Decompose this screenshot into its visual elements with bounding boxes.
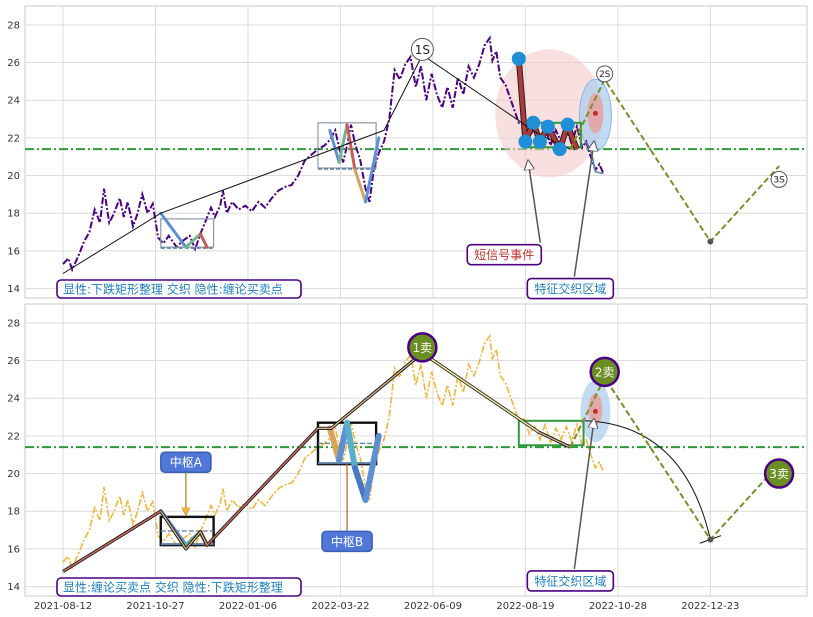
x-tick-label: 2022-06-09 [404, 601, 462, 612]
y-tick-label: 14 [7, 284, 20, 295]
annotation-text: 中枢B [331, 534, 363, 549]
pen-stroke [345, 123, 357, 172]
annotation-arrow [573, 419, 594, 570]
annotation-arrow [573, 142, 594, 277]
x-tick-label: 2022-12-23 [681, 601, 739, 612]
x-tick-label: 2022-10-28 [589, 601, 647, 612]
feature-zone-center [592, 110, 598, 116]
y-tick-label: 22 [7, 431, 20, 442]
annotation-box [526, 277, 615, 300]
x-tick-label: 2022-01-06 [219, 601, 277, 612]
pen-stroke [364, 136, 381, 204]
price-line [62, 35, 605, 273]
signal-dot [532, 134, 547, 149]
signal-dot [560, 117, 575, 132]
feature-zone-center [592, 408, 598, 414]
forecast-line [569, 375, 780, 542]
annotation-text: 特征交织区域 [534, 573, 606, 588]
projection-curve [584, 420, 711, 540]
forecast-bottom-point [707, 536, 714, 543]
y-tick-label: 26 [7, 58, 20, 69]
pen-stroke [337, 123, 349, 164]
pen-stroke [353, 168, 368, 204]
signal-dot [526, 115, 541, 130]
trend-segment-highlight [62, 510, 162, 573]
point-label-text: 1卖 [413, 341, 433, 355]
point-label-text: 2S [599, 70, 611, 80]
x-tick-label: 2021-08-12 [34, 601, 92, 612]
forecast-line [569, 77, 780, 244]
y-tick-label: 16 [7, 544, 20, 555]
point-label-text: 3S [773, 175, 785, 185]
point-label-text: 2卖 [595, 365, 615, 379]
pen-stroke [328, 128, 341, 164]
pen-stroke [159, 211, 188, 249]
trend-segment-highlight [421, 352, 540, 433]
legend-note-box [56, 279, 302, 299]
point-label-circle [589, 356, 620, 388]
x-tick-label: 2021-10-27 [126, 601, 184, 612]
point-label-circle [410, 37, 434, 61]
x-tick-label: 2022-03-22 [311, 601, 369, 612]
legend-note-box [56, 577, 302, 597]
pen-stroke [362, 432, 382, 503]
pen-stroke [198, 232, 209, 249]
legend-note-text: 显性:缠论买卖点 交织 隐性:下跌矩形整理 [63, 580, 283, 595]
signal-dot [518, 134, 533, 149]
pen-stroke [184, 232, 202, 249]
x-tick-label: 2022-08-19 [496, 601, 554, 612]
y-tick-label: 24 [7, 394, 20, 405]
point-label-circle [407, 332, 438, 363]
pen-stroke [344, 419, 358, 471]
signal-dot [552, 142, 567, 157]
y-tick-label: 18 [7, 507, 20, 518]
y-tick-label: 20 [7, 469, 20, 480]
y-tick-label: 20 [7, 171, 20, 182]
y-tick-label: 28 [7, 318, 20, 329]
annotation-text: 中枢A [170, 455, 203, 470]
annotation-box [466, 243, 543, 266]
y-tick-label: 28 [7, 20, 20, 31]
x-axis: 2021-08-12 2021-10-27 2022-01-06 2022-03-22… [34, 601, 739, 612]
pivot-box [517, 419, 585, 447]
bottom-panel: 14 16 18 20 22 24 26 28 1卖 2卖 3卖 中枢A 中枢B 特征交织区域 显性:缠论买… [7, 303, 808, 597]
annotation-text: 短信号事件 [474, 248, 534, 262]
annotation-text: 特征交织区域 [534, 281, 606, 296]
point-label-circle [763, 458, 795, 489]
y-tick-label: 26 [7, 356, 20, 367]
y-tick-label: 14 [7, 582, 20, 593]
point-label-text: 1S [415, 43, 430, 57]
trend-segment-highlight [206, 427, 319, 546]
signal-dot [511, 51, 526, 66]
signal-dot [540, 119, 555, 134]
y-tick-label: 22 [7, 133, 20, 144]
forecast-bottom-point [707, 238, 714, 245]
point-label-circle [596, 65, 614, 83]
y-tick-label: 18 [7, 209, 20, 220]
annotation-box [526, 570, 615, 592]
legend-note-text: 显性:下跌矩形整理 交织 隐性:缠论买卖点 [63, 282, 283, 297]
y-tick-label: 16 [7, 246, 20, 257]
y-tick-label: 24 [7, 96, 20, 107]
point-label-circle [770, 170, 788, 188]
annotation-arrow [528, 160, 542, 243]
point-label-text: 3卖 [769, 467, 789, 481]
